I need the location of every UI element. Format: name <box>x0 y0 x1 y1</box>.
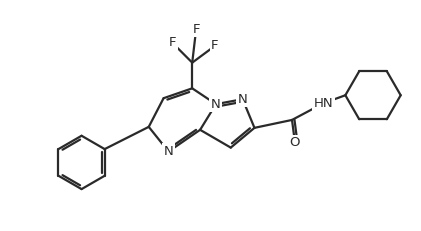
Text: N: N <box>211 98 221 111</box>
Text: HN: HN <box>314 97 333 110</box>
Text: N: N <box>164 145 173 158</box>
Text: N: N <box>238 93 248 106</box>
Text: O: O <box>290 136 300 149</box>
Text: F: F <box>169 36 176 49</box>
Text: F: F <box>211 39 218 52</box>
Text: F: F <box>192 23 200 36</box>
